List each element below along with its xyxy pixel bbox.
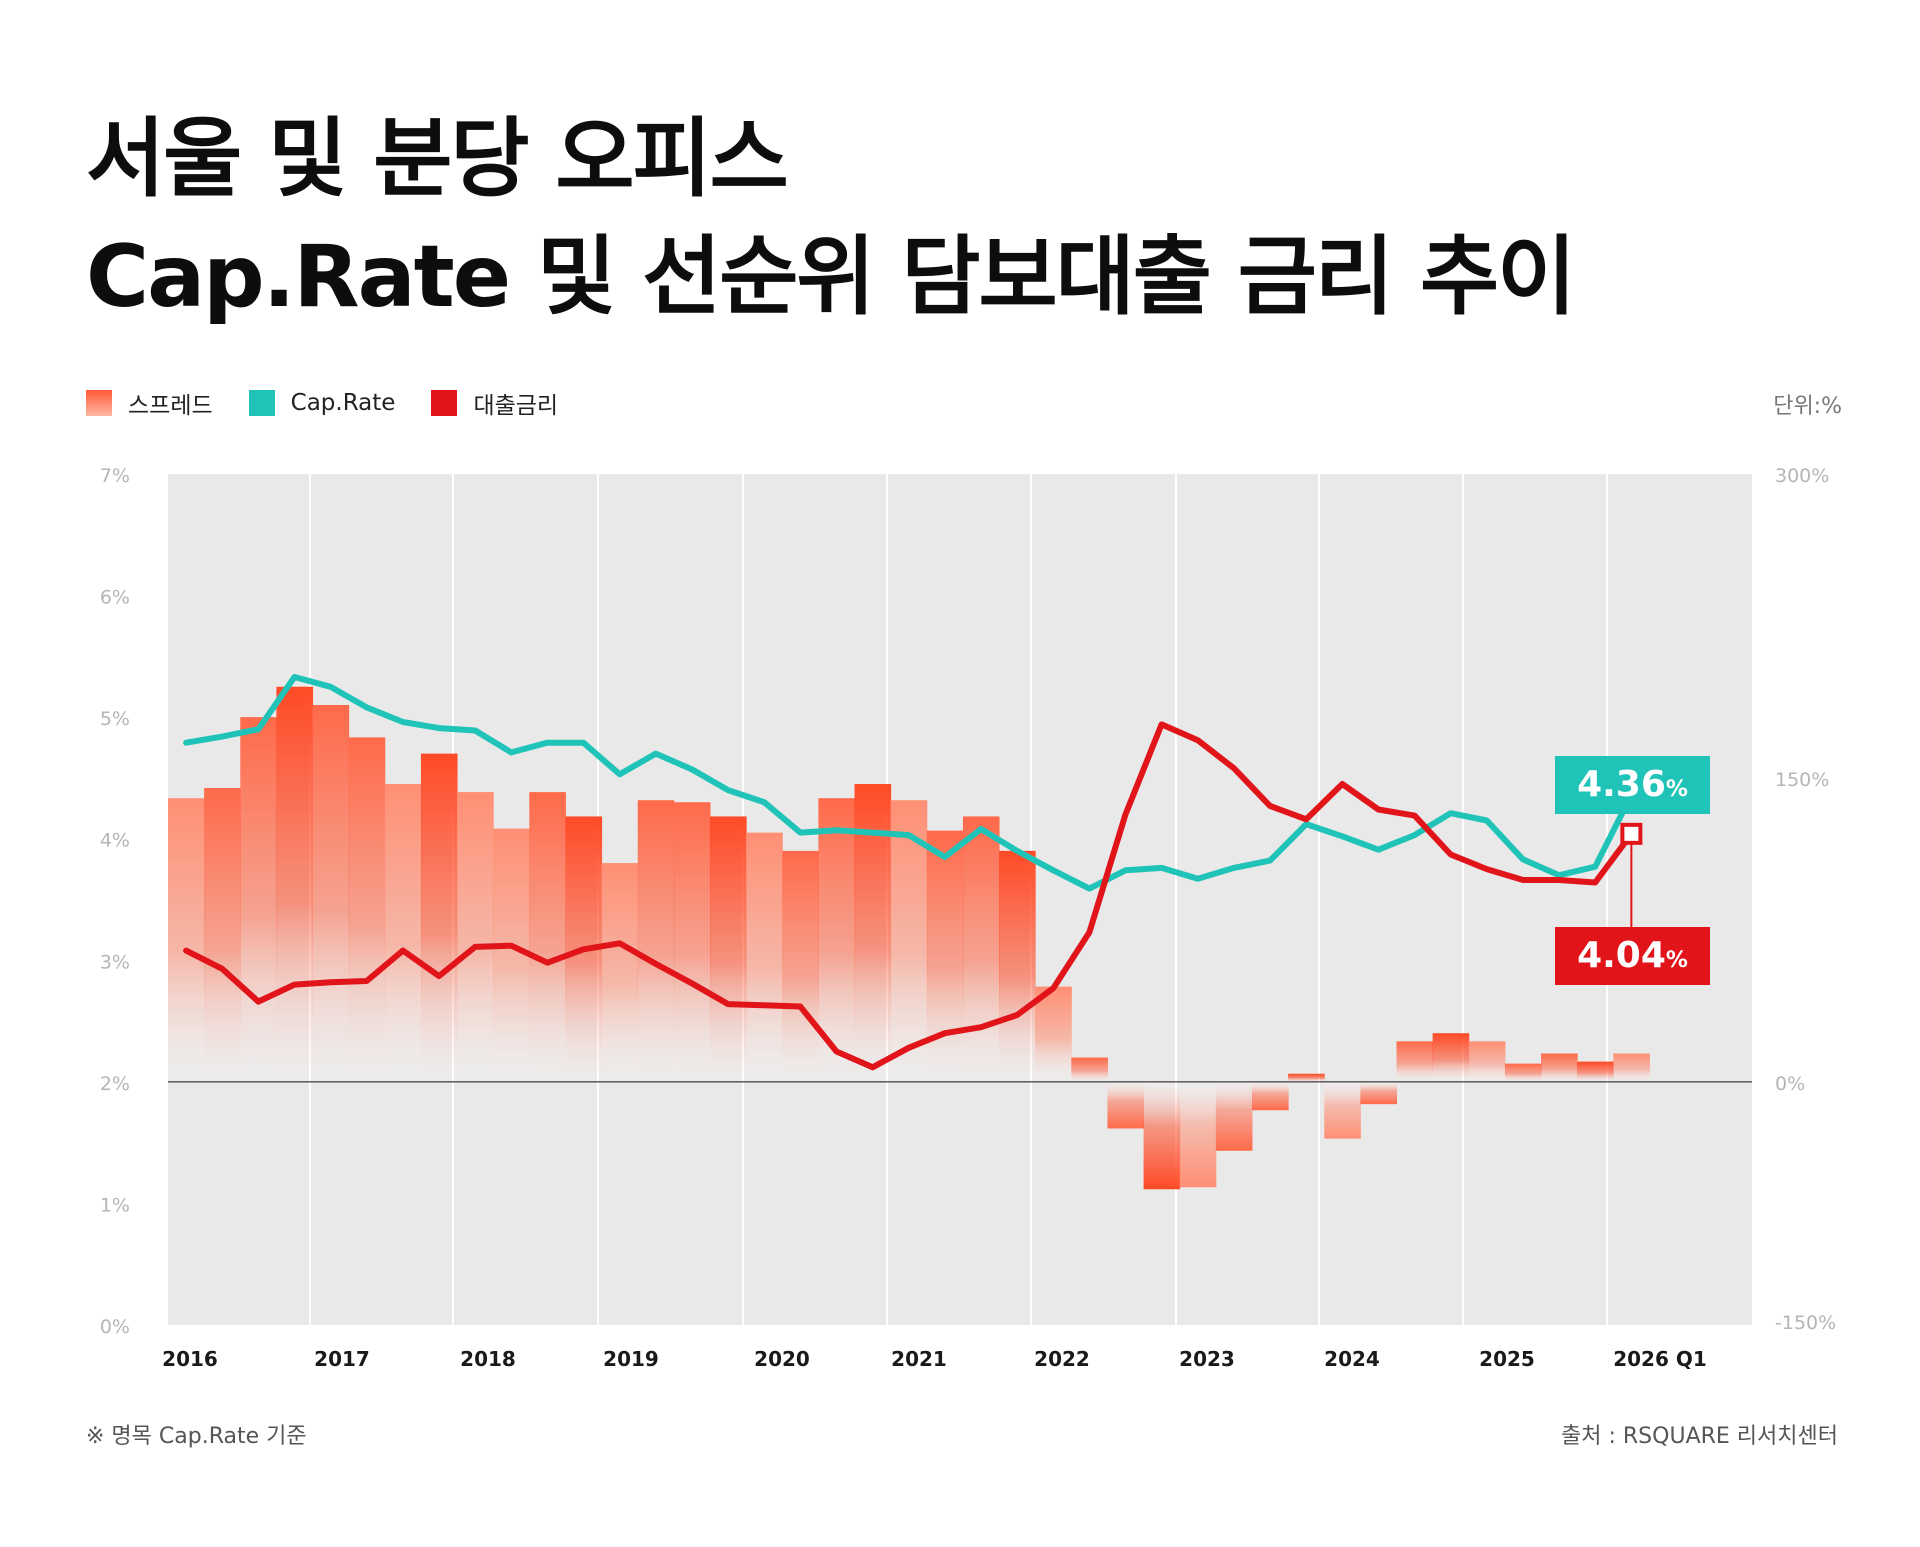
spread-bar [1251,1081,1289,1111]
title-line-1: 서울 및 분당 오피스 [86,109,789,209]
legend-label-cap-rate: Cap.Rate [290,390,396,416]
x-axis-tick-label: 2016 [162,1347,218,1371]
x-axis-tick-label: 2024 [1324,1347,1380,1371]
spread-bar [926,830,964,1082]
spread-bar [312,704,350,1082]
source-note: 출처 : RSQUARE 리서치센터 [1561,1424,1838,1449]
spread-bar [999,850,1036,1082]
left-axis-tick-label: 3% [100,951,130,973]
loan-rate-callout-value: 4.04 [1577,935,1666,976]
cap-rate-swatch [248,390,275,416]
x-axis-tick-label: 2021 [891,1347,947,1371]
spread-bar [1504,1063,1542,1082]
spread-bar [637,800,675,1082]
loan-rate-callout-percent: % [1665,948,1688,973]
spread-bar [168,798,205,1082]
spread-bar [1324,1081,1361,1139]
legend-item-loan-rate: 대출금리 [431,386,558,420]
spread-bar [1288,1073,1325,1082]
right-axis-tick-label: 300% [1775,465,1829,487]
loan-rate-line [183,721,1635,1071]
cap-rate-callout-value: 4.36 [1577,764,1666,805]
spread-bar [1360,1081,1398,1105]
spread-bar [1468,1041,1506,1082]
spread-bar [348,737,386,1082]
spread-bar [493,828,530,1082]
spread-bar [709,816,747,1082]
x-axis-tick-label: 2025 [1479,1347,1535,1371]
left-axis-tick-label: 4% [100,830,130,852]
unit-label: 단위:% [1773,394,1842,419]
spread-swatch [86,390,112,416]
left-axis-tick-label: 7% [100,465,130,487]
spread-bar [673,802,711,1082]
cap-rate-callout-percent: % [1665,777,1688,802]
legend-label-loan-rate: 대출금리 [473,393,559,419]
x-axis-tick-label: 2020 [754,1347,810,1371]
legend-label-spread: 스프레드 [128,393,213,419]
cap-rate-line [183,674,1635,892]
cap-rate-callout: 4.36% [1555,756,1710,814]
spread-bar [1035,986,1072,1082]
spread-bar [1215,1081,1253,1151]
spread-bar [1396,1041,1434,1082]
spread-bar [854,784,892,1082]
left-axis-tick-label: 1% [100,1194,130,1216]
left-axis-tick-label: 6% [100,587,130,609]
spread-bar [1577,1061,1614,1082]
spread-bar [529,792,566,1082]
legend-item-spread: 스프레드 [86,386,213,420]
spread-bar [384,784,422,1082]
spread-bar [890,800,928,1082]
spread-bar [601,863,639,1082]
spread-bar [1613,1053,1650,1082]
x-axis-tick-label: 2019 [603,1347,659,1371]
spread-bar [457,792,494,1082]
x-axis-tick-label: 2026 Q1 [1613,1347,1707,1371]
title-line-2: Cap.Rate 및 선순위 담보대출 금리 추이 [86,227,1576,327]
left-axis-tick-label: 2% [100,1073,130,1095]
spread-bar [782,850,819,1082]
legend-item-cap-rate: Cap.Rate [248,390,396,416]
x-axis-tick-label: 2017 [314,1347,370,1371]
x-axis-tick-label: 2023 [1179,1347,1235,1371]
spread-bar [420,753,458,1082]
loan-rate-end-marker [1620,822,1643,845]
spread-bar [1143,1081,1181,1190]
spread-bar [204,788,241,1082]
spread-bar [962,816,1000,1082]
legend: 스프레드 Cap.Rate 대출금리 [86,386,558,420]
spread-bar [1179,1081,1217,1188]
loan-rate-callout: 4.04% [1555,927,1710,985]
spread-bar [240,717,277,1082]
spread-bar [276,686,314,1082]
x-axis-tick-label: 2018 [460,1347,516,1371]
right-axis-tick-label: 0% [1775,1073,1805,1095]
spread-bar [1541,1053,1578,1082]
chart-title: 서울 및 분당 오피스 Cap.Rate 및 선순위 담보대출 금리 추이 [86,100,1576,336]
spread-bar [1432,1033,1470,1082]
left-axis-tick-label: 5% [100,708,130,730]
x-axis-tick-label: 2022 [1034,1347,1090,1371]
spread-bar [746,832,783,1082]
footnote: ※ 명목 Cap.Rate 기준 [86,1424,307,1449]
spread-bar [1071,1057,1108,1082]
right-axis-tick-label: 150% [1775,769,1829,791]
spread-bar [1107,1081,1145,1129]
loan-rate-swatch [431,390,458,416]
left-axis-tick-label: 0% [100,1316,130,1338]
right-axis-tick-label: -150% [1775,1312,1836,1334]
